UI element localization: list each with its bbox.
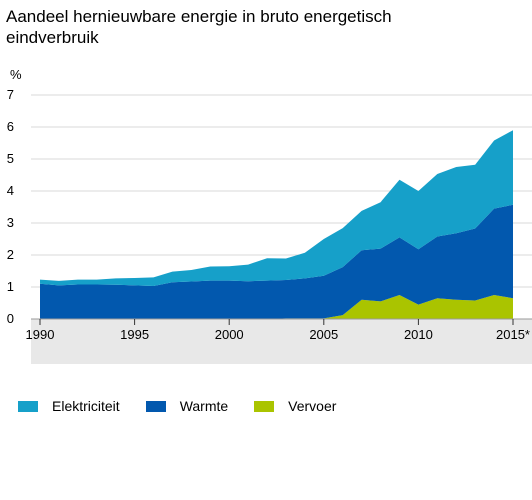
x-tick-label: 2010 — [404, 327, 433, 342]
chart-title-line2: eindverbruik — [6, 28, 99, 47]
area-warmte — [40, 204, 513, 319]
legend-item-warmte: Warmte — [145, 398, 229, 414]
legend-swatch-vervoer — [254, 400, 275, 412]
y-tick-label: 4 — [7, 183, 14, 198]
chart-title: Aandeel hernieuwbare energie in bruto en… — [6, 6, 506, 48]
legend-label-vervoer: Vervoer — [288, 398, 337, 414]
y-tick-label: 1 — [7, 279, 14, 294]
area-vervoer — [40, 295, 513, 319]
y-tick-label: 6 — [7, 119, 14, 134]
legend-swatch-warmte — [145, 400, 166, 412]
legend-swatch-elektriciteit — [18, 400, 38, 412]
y-tick-label: 2 — [7, 247, 14, 262]
chart-legend: Elektriciteit Warmte Vervoer — [18, 398, 362, 414]
x-axis-band — [31, 319, 532, 364]
y-tick-label: 3 — [7, 215, 14, 230]
area-elektriciteit — [40, 130, 513, 287]
y-axis-unit: % — [10, 67, 22, 82]
x-tick-label: 2000 — [215, 327, 244, 342]
legend-item-elektriciteit: Elektriciteit — [18, 398, 120, 414]
y-tick-label: 0 — [7, 311, 14, 326]
legend-item-vervoer: Vervoer — [254, 398, 336, 414]
x-tick-label: 1990 — [26, 327, 55, 342]
x-tick-label: 1995 — [120, 327, 149, 342]
x-tick-label: 2015* — [496, 327, 530, 342]
area-chart: 0 1 2 3 4 5 6 7 1990 1995 2000 2005 2010 2015* — [7, 87, 532, 364]
y-tick-label: 7 — [7, 87, 14, 102]
chart-title-line1: Aandeel hernieuwbare energie in bruto en… — [6, 7, 392, 26]
x-tick-label: 2005 — [309, 327, 338, 342]
legend-label-warmte: Warmte — [179, 398, 229, 414]
legend-label-elektriciteit: Elektriciteit — [52, 398, 120, 414]
y-tick-label: 5 — [7, 151, 14, 166]
